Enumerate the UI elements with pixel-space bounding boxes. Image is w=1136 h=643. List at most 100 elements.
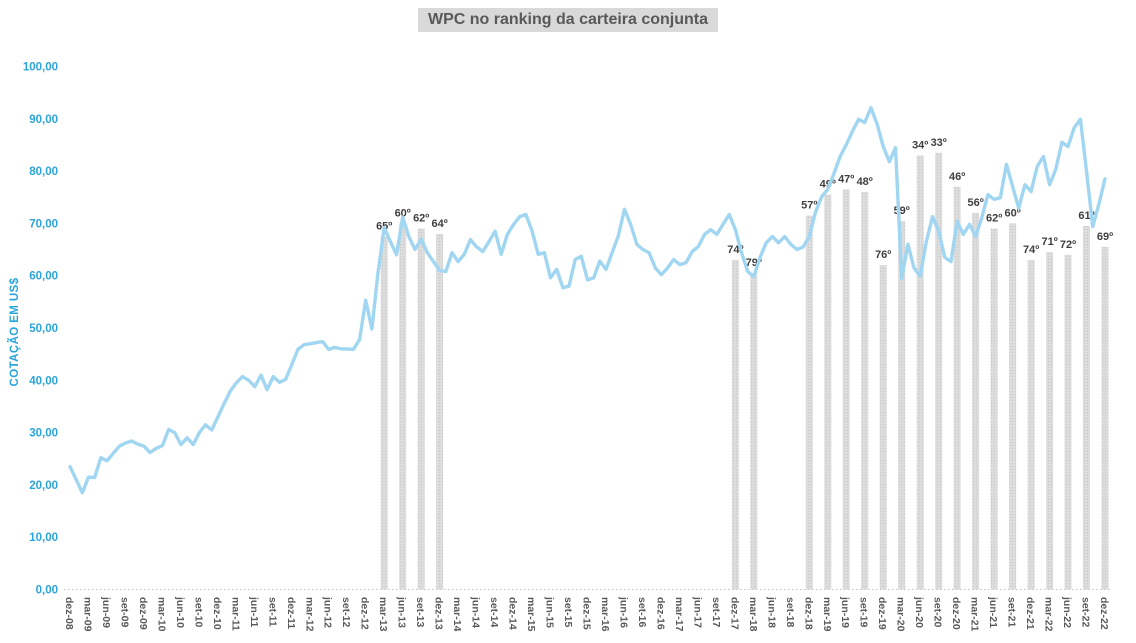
ranking-bar-label: 62º [986, 213, 1002, 225]
ranking-bar [898, 220, 906, 590]
x-axis-tick-label: dez-17 [728, 597, 740, 630]
ranking-bar-label: 33º [931, 137, 947, 149]
ranking-bar-label: 56º [967, 197, 983, 209]
x-axis-tick-label: dez-08 [63, 597, 75, 630]
x-axis-tick-label: dez-21 [1024, 597, 1036, 630]
x-axis-tick-label: jun-15 [544, 596, 556, 628]
x-axis-tick-label: mar-10 [155, 597, 167, 632]
x-axis-tick-label: mar-15 [525, 597, 537, 632]
x-axis-tick-label: dez-22 [1098, 597, 1110, 630]
ranking-bar [1009, 223, 1017, 590]
x-axis-tick-label: set-22 [1080, 597, 1092, 628]
x-axis-tick-label: jun-21 [987, 596, 999, 628]
x-axis-tick-label: dez-13 [433, 597, 445, 630]
y-axis-tick-label: 90,00 [29, 114, 58, 126]
chart-title: WPC no ranking da carteira conjunta [417, 8, 719, 32]
x-axis-tick-label: jun-17 [691, 596, 703, 628]
x-axis-tick-label: mar-16 [599, 597, 611, 632]
ranking-bar [1046, 252, 1054, 590]
ranking-bar-label: 69º [1097, 231, 1113, 243]
x-axis-tick-label: jun-18 [765, 596, 777, 628]
ranking-bar [399, 223, 407, 590]
y-axis-tick-label: 20,00 [29, 480, 58, 492]
ranking-bar-label: 64º [431, 218, 447, 230]
x-axis-tick-label: set-18 [784, 597, 796, 628]
ranking-bar-label: 46º [949, 171, 965, 183]
ranking-bar-label: 60º [395, 207, 411, 219]
ranking-bar [1083, 226, 1090, 590]
x-axis-tick-label: mar-18 [747, 597, 759, 632]
y-axis-tick-label: 0,00 [36, 585, 58, 597]
ranking-bar [731, 260, 739, 590]
ranking-bar [750, 273, 758, 590]
x-axis-tick-label: mar-09 [82, 597, 94, 632]
ranking-bar-label: 72º [1060, 239, 1076, 251]
ranking-bar [1027, 260, 1035, 590]
ranking-bar [805, 215, 813, 590]
x-axis-tick-label: mar-19 [821, 597, 833, 632]
y-axis-tick-label: 80,00 [29, 166, 58, 178]
x-axis-tick-label: dez-15 [581, 597, 593, 630]
x-axis-tick-label: jun-11 [248, 596, 260, 628]
x-axis-tick-label: dez-10 [211, 597, 223, 630]
ranking-bar [380, 236, 388, 590]
ranking-bar-label: 48º [857, 176, 873, 188]
x-axis-tick-label: set-20 [932, 597, 944, 628]
x-axis-tick-label: mar-11 [229, 597, 241, 631]
x-axis-tick-label: dez-16 [654, 597, 666, 630]
x-axis-tick-label: jun-14 [470, 596, 482, 628]
x-axis-tick-label: mar-17 [673, 597, 685, 632]
ranking-bar-label: 62º [413, 213, 429, 225]
y-axis-tick-label: 70,00 [29, 218, 58, 230]
x-axis-tick-label: set-12 [340, 597, 352, 628]
x-axis-tick-label: jun-09 [100, 596, 112, 628]
ranking-bar-label: 60º [1004, 207, 1020, 219]
x-axis-tick-label: jun-10 [174, 596, 186, 628]
ranking-bar [861, 192, 869, 590]
x-axis-tick-label: dez-11 [285, 597, 297, 629]
ranking-bar [436, 233, 444, 590]
x-axis-tick-label: set-17 [710, 597, 722, 628]
x-axis-tick-label: set-19 [858, 597, 870, 628]
ranking-bar [972, 212, 980, 590]
ranking-bar-label: 34º [912, 139, 928, 151]
ranking-bar [1101, 246, 1109, 590]
x-axis-tick-label: mar-22 [1043, 597, 1055, 632]
x-axis-tick-label: dez-14 [507, 597, 519, 630]
x-axis-tick-label: dez-09 [137, 597, 149, 630]
x-axis-tick-label: set-13 [414, 597, 426, 628]
ranking-bar [842, 189, 850, 590]
x-axis-tick-label: set-16 [636, 597, 648, 628]
y-axis-tick-label: 10,00 [29, 532, 58, 544]
price-line [68, 106, 1107, 495]
ranking-bar-label: 57º [801, 200, 817, 212]
x-axis-tick-label: mar-13 [377, 597, 389, 632]
x-axis-tick-label: jun-19 [839, 596, 851, 628]
ranking-bar-label: 71º [1041, 236, 1057, 248]
x-axis-tick-label: jun-13 [396, 596, 408, 628]
x-axis-tick-label: mar-14 [451, 597, 463, 632]
ranking-bar-label: 59º [894, 205, 910, 217]
x-axis-tick-label: dez-20 [950, 597, 962, 630]
x-axis-tick-label: jun-12 [322, 596, 334, 628]
y-axis-title: COTAÇÃO EM US$ [8, 277, 21, 386]
x-axis-tick-label: jun-16 [618, 596, 630, 628]
ranking-bar [990, 228, 998, 590]
x-axis-tick-label: mar-21 [969, 597, 981, 632]
y-axis-tick-label: 100,00 [23, 62, 58, 74]
x-axis-tick-label: set-10 [192, 597, 204, 628]
ranking-bar-label: 74º [1023, 244, 1039, 256]
x-axis-tick-label: set-15 [562, 597, 574, 628]
x-axis-tick-label: dez-19 [876, 597, 888, 630]
ranking-bar-label: 76º [875, 249, 891, 261]
ranking-bar [824, 194, 832, 590]
x-axis-tick-label: dez-12 [359, 597, 371, 630]
ranking-bar [1064, 254, 1072, 590]
y-axis-tick-label: 40,00 [29, 375, 58, 387]
ranking-bar [935, 152, 943, 590]
x-axis-tick-label: mar-12 [303, 597, 315, 632]
x-axis-tick-label: mar-20 [895, 597, 907, 632]
ranking-bar [953, 186, 961, 590]
